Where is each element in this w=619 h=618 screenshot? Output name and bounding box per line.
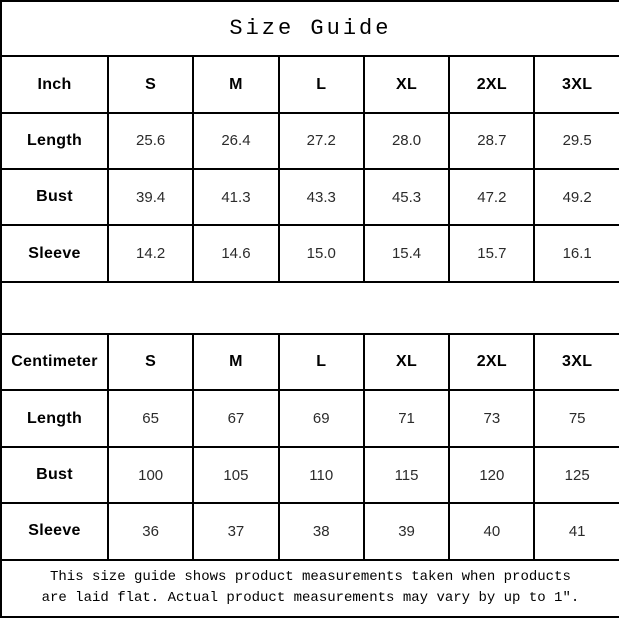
measurement-value: 100 bbox=[106, 445, 195, 505]
measurement-value: 28.0 bbox=[362, 111, 451, 171]
measurement-value: 71 bbox=[362, 389, 451, 448]
inch-sleeve-row: Sleeve 14.2 14.6 15.0 15.4 15.7 16.1 bbox=[0, 224, 619, 283]
cm-bust-row: Bust 100 105 110 115 120 125 bbox=[0, 445, 619, 505]
footer-note-line2: are laid flat. Actual product measuremen… bbox=[41, 590, 580, 607]
size-header-3xl: 3XL bbox=[533, 333, 619, 392]
size-header-2xl: 2XL bbox=[448, 333, 536, 392]
measurement-value: 27.2 bbox=[277, 111, 365, 171]
row-label-bust: Bust bbox=[0, 445, 109, 505]
measurement-value: 47.2 bbox=[448, 168, 536, 227]
page-title: Size Guide bbox=[0, 0, 619, 58]
measurement-value: 15.4 bbox=[362, 224, 451, 283]
footer-row: This size guide shows product measuremen… bbox=[0, 558, 619, 618]
measurement-value: 125 bbox=[533, 445, 619, 505]
measurement-value: 14.6 bbox=[192, 224, 280, 283]
measurement-value: 120 bbox=[448, 445, 536, 505]
cm-header-row: Centimeter S M L XL 2XL 3XL bbox=[0, 333, 619, 392]
measurement-value: 28.7 bbox=[448, 111, 536, 171]
unit-header-inch: Inch bbox=[0, 55, 109, 114]
measurement-value: 14.2 bbox=[106, 224, 195, 283]
row-label-length: Length bbox=[0, 389, 109, 448]
cm-length-row: Length 65 67 69 71 73 75 bbox=[0, 389, 619, 448]
spacer-row bbox=[0, 280, 619, 336]
unit-header-centimeter: Centimeter bbox=[0, 333, 109, 392]
measurement-value: 110 bbox=[277, 445, 365, 505]
measurement-value: 115 bbox=[362, 445, 451, 505]
spacer-cell bbox=[0, 280, 619, 336]
measurement-value: 40 bbox=[448, 502, 536, 561]
inch-bust-row: Bust 39.4 41.3 43.3 45.3 47.2 49.2 bbox=[0, 168, 619, 227]
cm-sleeve-row: Sleeve 36 37 38 39 40 41 bbox=[0, 502, 619, 561]
size-header-m: M bbox=[192, 333, 280, 392]
title-row: Size Guide bbox=[0, 0, 619, 58]
size-header-l: L bbox=[277, 333, 365, 392]
measurement-value: 37 bbox=[192, 502, 280, 561]
measurement-value: 43.3 bbox=[277, 168, 365, 227]
measurement-value: 39 bbox=[362, 502, 451, 561]
measurement-value: 36 bbox=[106, 502, 195, 561]
measurement-value: 41.3 bbox=[192, 168, 280, 227]
measurement-value: 26.4 bbox=[192, 111, 280, 171]
measurement-value: 45.3 bbox=[362, 168, 451, 227]
size-header-s: S bbox=[106, 333, 195, 392]
measurement-value: 38 bbox=[277, 502, 365, 561]
measurement-value: 15.7 bbox=[448, 224, 536, 283]
row-label-bust: Bust bbox=[0, 168, 109, 227]
measurement-value: 39.4 bbox=[106, 168, 195, 227]
measurement-value: 69 bbox=[277, 389, 365, 448]
size-header-l: L bbox=[277, 55, 365, 114]
measurement-value: 67 bbox=[192, 389, 280, 448]
measurement-value: 16.1 bbox=[533, 224, 619, 283]
size-header-xl: XL bbox=[362, 55, 451, 114]
measurement-value: 15.0 bbox=[277, 224, 365, 283]
measurement-value: 29.5 bbox=[533, 111, 619, 171]
measurement-value: 73 bbox=[448, 389, 536, 448]
inch-length-row: Length 25.6 26.4 27.2 28.0 28.7 29.5 bbox=[0, 111, 619, 171]
row-label-sleeve: Sleeve bbox=[0, 224, 109, 283]
measurement-value: 105 bbox=[192, 445, 280, 505]
measurement-value: 41 bbox=[533, 502, 619, 561]
size-header-s: S bbox=[106, 55, 195, 114]
footer-note: This size guide shows product measuremen… bbox=[0, 558, 619, 618]
size-header-2xl: 2XL bbox=[448, 55, 536, 114]
measurement-value: 65 bbox=[106, 389, 195, 448]
size-header-3xl: 3XL bbox=[533, 55, 619, 114]
size-header-xl: XL bbox=[362, 333, 451, 392]
inch-header-row: Inch S M L XL 2XL 3XL bbox=[0, 55, 619, 114]
row-label-length: Length bbox=[0, 111, 109, 171]
size-header-m: M bbox=[192, 55, 280, 114]
measurement-value: 75 bbox=[533, 389, 619, 448]
row-label-sleeve: Sleeve bbox=[0, 502, 109, 561]
measurement-value: 49.2 bbox=[533, 168, 619, 227]
measurement-value: 25.6 bbox=[106, 111, 195, 171]
footer-note-line1: This size guide shows product measuremen… bbox=[49, 568, 571, 585]
